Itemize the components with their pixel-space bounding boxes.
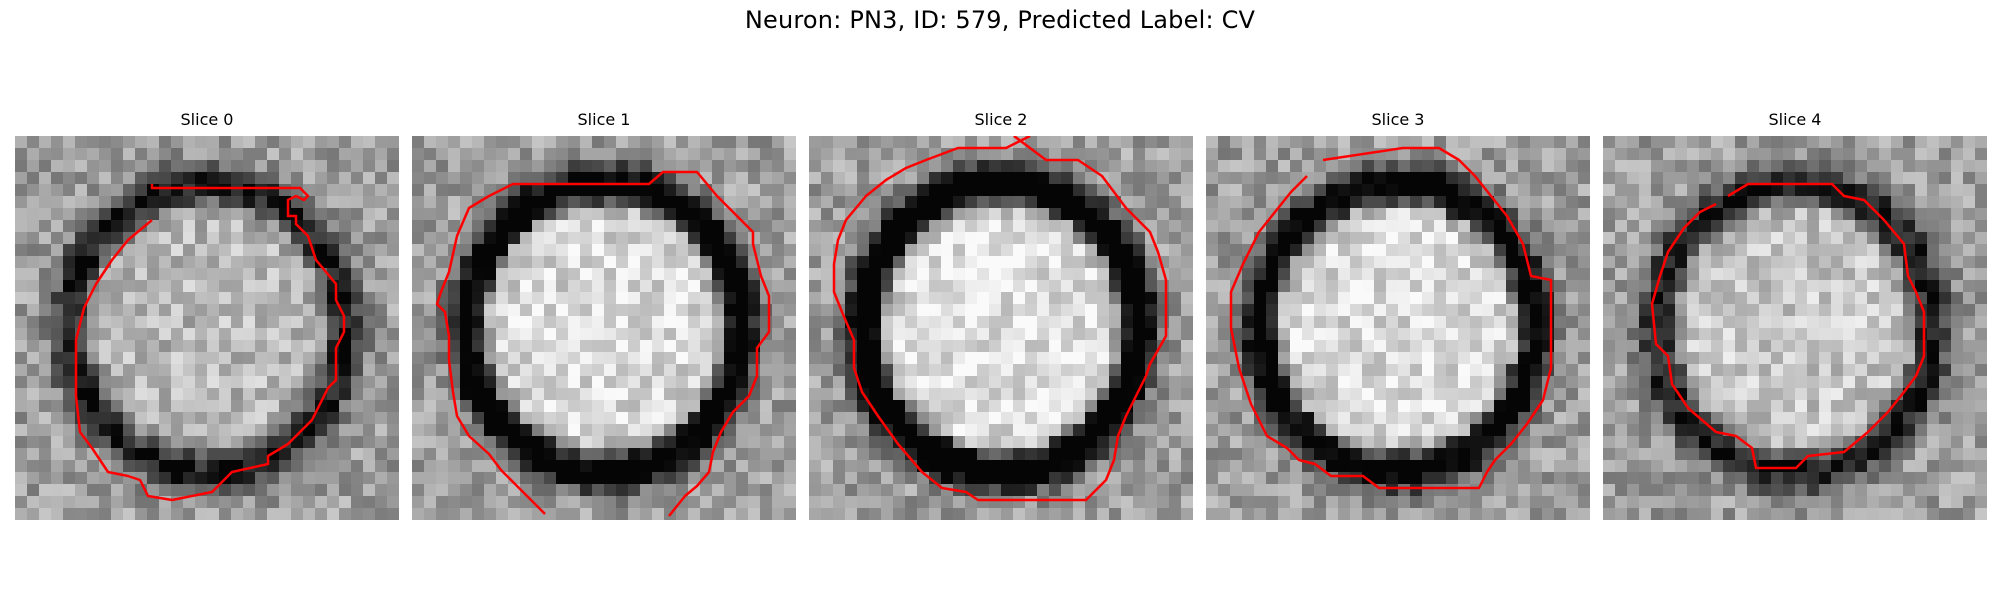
slice-image-3 <box>1206 136 1590 520</box>
slice-panel-0: Slice 0 <box>15 108 399 520</box>
slice-title: Slice 0 <box>180 110 234 129</box>
figure-title: Neuron: PN3, ID: 579, Predicted Label: C… <box>744 6 1256 34</box>
contour-line <box>435 170 771 517</box>
slice-image-0 <box>15 136 399 520</box>
slice-image-4 <box>1603 136 1987 520</box>
contour-line <box>832 136 1168 502</box>
contour-line <box>1229 146 1553 490</box>
slice-image-1 <box>412 136 796 520</box>
slice-title: Slice 2 <box>974 110 1028 129</box>
slice-title: Slice 3 <box>1371 110 1425 129</box>
slice-image-2 <box>809 136 1193 520</box>
contour-line <box>74 184 346 502</box>
slice-title: Slice 1 <box>577 110 631 129</box>
slice-title: Slice 4 <box>1768 110 1822 129</box>
slice-panel-2: Slice 2 <box>809 108 1193 520</box>
contour-line <box>1650 182 1926 470</box>
slice-panel-1: Slice 1 <box>412 108 796 520</box>
slice-panel-3: Slice 3 <box>1206 108 1590 520</box>
slice-panel-4: Slice 4 <box>1603 108 1987 520</box>
